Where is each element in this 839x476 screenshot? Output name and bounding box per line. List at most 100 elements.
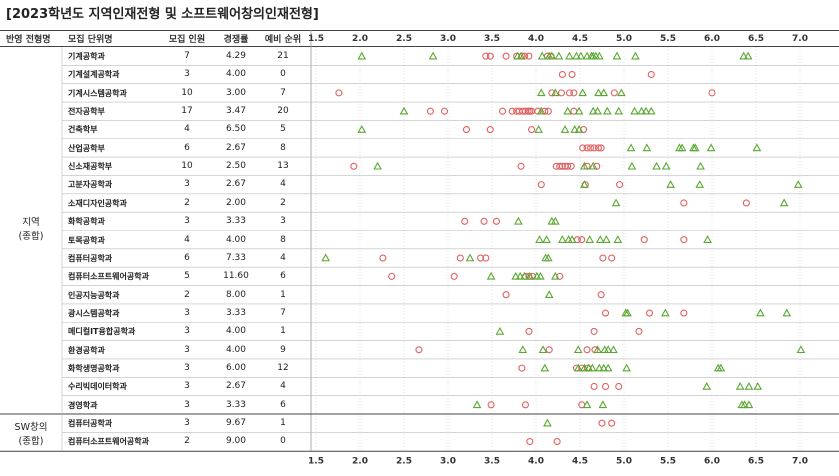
pass-marker	[627, 161, 637, 170]
pass-marker	[594, 88, 603, 97]
pass-marker	[560, 125, 570, 133]
pass-marker	[574, 106, 584, 115]
pass-marker	[696, 161, 705, 170]
quota-value: 2	[184, 197, 190, 208]
rate-value: 7.33	[225, 252, 247, 263]
fail-marker	[482, 254, 490, 262]
fail-marker	[568, 70, 576, 79]
rank-value: 8	[280, 142, 286, 153]
pass-marker	[486, 271, 496, 280]
pass-marker	[399, 106, 409, 115]
fail-marker	[379, 254, 387, 262]
quota-value: 3	[184, 362, 190, 373]
pass-marker	[537, 51, 547, 60]
header-quota: 모집 인원	[168, 35, 206, 45]
quota-value: 3	[184, 69, 190, 80]
pass-marker	[580, 180, 589, 188]
pass-marker	[677, 143, 687, 152]
rate-value: 9.67	[225, 418, 247, 428]
dept-name: 화학공학과	[68, 217, 105, 227]
pass-marker	[642, 143, 652, 152]
fail-marker	[708, 89, 716, 97]
fail-marker	[558, 70, 566, 79]
fail-marker	[594, 144, 603, 152]
pass-marker	[495, 326, 505, 335]
fail-marker	[599, 254, 607, 262]
rate-value: 2.67	[225, 142, 247, 153]
pass-marker	[637, 106, 646, 115]
pass-marker	[782, 308, 792, 317]
fail-marker	[502, 291, 510, 299]
quota-value: 3	[184, 326, 190, 337]
pass-marker	[551, 88, 560, 97]
pass-marker	[536, 106, 546, 115]
fail-marker	[590, 327, 598, 335]
pass-marker	[525, 271, 535, 280]
fail-marker	[486, 52, 494, 60]
pass-marker	[578, 88, 587, 97]
pass-marker	[623, 308, 632, 317]
rank-value: 5	[280, 124, 286, 135]
pass-marker	[588, 161, 598, 170]
pass-marker	[558, 235, 567, 243]
rate-value: 3.47	[225, 106, 247, 117]
dept-name: 경영학과	[68, 400, 98, 410]
pass-marker	[743, 51, 753, 60]
pass-marker	[373, 161, 382, 170]
pass-marker	[582, 51, 592, 60]
x-tick-label-top: 2.5	[396, 34, 412, 44]
pass-marker	[543, 253, 553, 262]
fail-marker	[486, 126, 494, 134]
fail-marker	[499, 107, 507, 115]
x-tick-label-bottom: 5.0	[616, 457, 632, 467]
rate-value: 2.50	[225, 161, 247, 172]
quota-value: 3	[184, 381, 190, 392]
pass-marker	[357, 125, 367, 133]
dept-name: 토목공학과	[68, 235, 105, 245]
pass-marker	[613, 235, 623, 243]
fail-marker	[557, 89, 566, 97]
quota-value: 3	[184, 418, 190, 428]
rank-value: 9	[280, 344, 286, 355]
pass-marker	[588, 106, 598, 115]
pass-marker	[631, 51, 640, 60]
rank-value: 4	[280, 252, 286, 263]
dept-name: 전자공학부	[68, 107, 105, 117]
pass-marker	[666, 180, 675, 188]
rank-value: 13	[277, 161, 289, 172]
rank-value: 7	[280, 307, 286, 318]
x-tick-label-top: 3.5	[484, 34, 500, 44]
pass-marker	[511, 271, 521, 280]
pass-marker	[551, 216, 560, 225]
pass-marker	[641, 106, 651, 115]
pass-marker	[573, 345, 583, 354]
pass-marker	[567, 235, 577, 243]
fail-marker	[590, 382, 598, 391]
x-tick-label-top: 6.0	[704, 34, 720, 44]
pass-marker	[695, 180, 705, 188]
pass-marker	[756, 308, 765, 317]
rate-value: 2.67	[225, 381, 247, 392]
x-tick-label-bottom: 7.0	[792, 457, 808, 467]
quota-value: 10	[181, 161, 193, 172]
fail-marker	[564, 162, 572, 170]
pass-marker	[580, 161, 589, 170]
fail-marker	[590, 144, 598, 152]
pass-marker	[602, 106, 612, 115]
fail-marker	[553, 437, 561, 446]
rate-value: 4.00	[225, 234, 247, 245]
fail-marker	[598, 419, 606, 427]
fail-marker	[680, 236, 688, 244]
x-tick-label-top: 5.5	[660, 34, 676, 44]
fail-marker	[597, 291, 605, 299]
pass-marker	[520, 271, 529, 280]
x-tick-label-bottom: 2.0	[352, 457, 368, 467]
fail-marker	[680, 309, 688, 317]
pass-marker	[595, 51, 604, 60]
pass-marker	[703, 235, 712, 243]
pass-marker	[543, 418, 552, 427]
x-tick-label-top: 2.0	[352, 34, 368, 44]
dept-name: 고분자공학과	[68, 180, 113, 190]
fail-marker	[482, 52, 490, 60]
